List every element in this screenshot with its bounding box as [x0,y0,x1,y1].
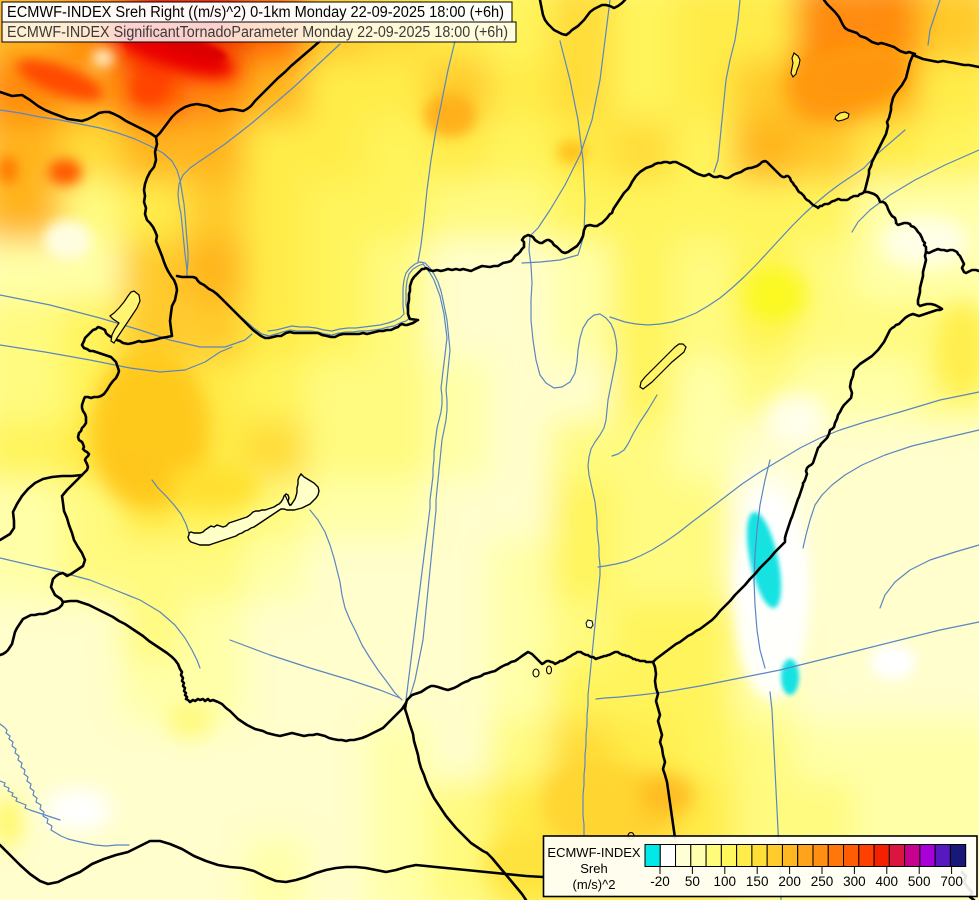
svg-text:50: 50 [685,874,700,889]
svg-text:400: 400 [876,874,899,889]
svg-text:100: 100 [714,874,737,889]
svg-text:700: 700 [940,874,963,889]
svg-text:ECMWF-INDEX Sreh Right ((m/s)^: ECMWF-INDEX Sreh Right ((m/s)^2) 0-1km M… [7,4,504,21]
svg-text:300: 300 [843,874,866,889]
svg-text:Sreh: Sreh [580,861,607,876]
svg-text:500: 500 [908,874,931,889]
svg-text:(m/s)^2: (m/s)^2 [573,877,616,892]
svg-text:200: 200 [778,874,801,889]
svg-text:250: 250 [811,874,834,889]
svg-text:ECMWF-INDEX: ECMWF-INDEX [547,845,640,860]
svg-text:ECMWF-INDEX SignificantTornado: ECMWF-INDEX SignificantTornadoParameter … [7,24,508,41]
svg-text:-20: -20 [650,874,670,889]
svg-text:150: 150 [746,874,769,889]
